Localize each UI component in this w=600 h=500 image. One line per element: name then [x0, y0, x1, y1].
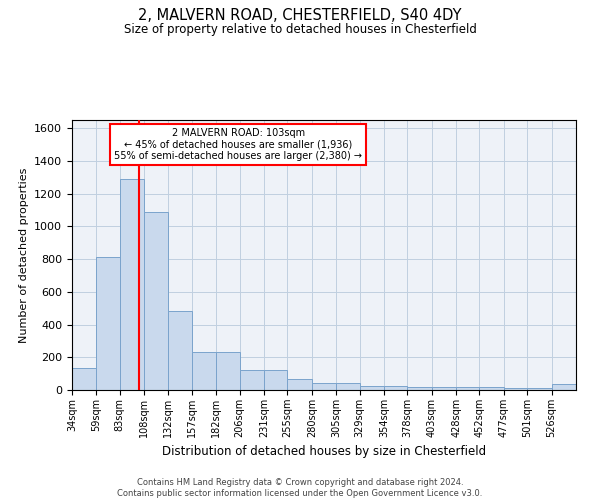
Bar — [192, 352, 216, 390]
Text: Distribution of detached houses by size in Chesterfield: Distribution of detached houses by size … — [162, 444, 486, 458]
Bar — [144, 212, 167, 390]
Bar — [384, 386, 407, 390]
Bar — [264, 370, 287, 390]
Text: 2 MALVERN ROAD: 103sqm
← 45% of detached houses are smaller (1,936)
55% of semi-: 2 MALVERN ROAD: 103sqm ← 45% of detached… — [115, 128, 362, 162]
Bar — [287, 378, 312, 390]
Bar — [359, 386, 384, 390]
Bar — [216, 352, 239, 390]
Y-axis label: Number of detached properties: Number of detached properties — [19, 168, 29, 342]
Bar — [312, 384, 336, 390]
Bar — [456, 386, 479, 390]
Bar — [551, 384, 576, 390]
Bar — [120, 179, 144, 390]
Bar — [336, 384, 359, 390]
Bar — [72, 368, 97, 390]
Text: Size of property relative to detached houses in Chesterfield: Size of property relative to detached ho… — [124, 22, 476, 36]
Bar — [527, 388, 551, 390]
Bar — [432, 386, 456, 390]
Text: Contains HM Land Registry data © Crown copyright and database right 2024.
Contai: Contains HM Land Registry data © Crown c… — [118, 478, 482, 498]
Bar — [239, 370, 264, 390]
Bar — [97, 258, 120, 390]
Bar — [504, 388, 527, 390]
Bar — [407, 386, 432, 390]
Bar — [479, 386, 504, 390]
Text: 2, MALVERN ROAD, CHESTERFIELD, S40 4DY: 2, MALVERN ROAD, CHESTERFIELD, S40 4DY — [138, 8, 462, 22]
Bar — [167, 312, 192, 390]
